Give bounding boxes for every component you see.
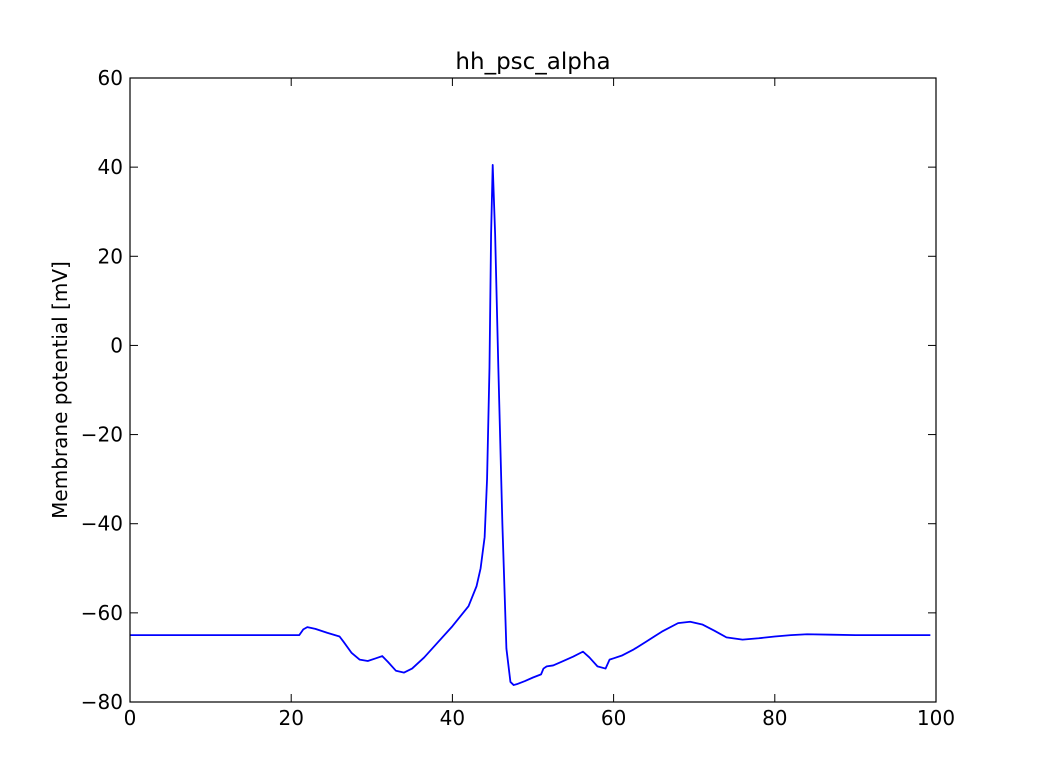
- x-tick-label: 40: [440, 706, 465, 730]
- y-tick-label: 0: [110, 333, 123, 357]
- x-tick-label: 0: [124, 706, 137, 730]
- ticks-layer: 0 20 40 60 80 100 −80 −60 −40 −20 0 20 40 60: [81, 66, 955, 730]
- y-tick-label: 20: [98, 244, 123, 268]
- y-axis-label: Membrane potential [mV]: [48, 261, 72, 519]
- y-tick-label: −40: [81, 512, 123, 536]
- plot-frame: [129, 77, 937, 703]
- series-layer: [130, 164, 931, 686]
- x-tick-label: 80: [762, 706, 787, 730]
- y-tick-label: −60: [81, 601, 123, 625]
- y-tick-label: 40: [98, 155, 123, 179]
- x-tick-label: 20: [278, 706, 303, 730]
- x-tick-label: 60: [601, 706, 626, 730]
- membrane-potential-line: [130, 164, 931, 686]
- y-tick-label: 60: [98, 66, 123, 90]
- y-tick-label: −20: [81, 423, 123, 447]
- x-tick-label: 100: [917, 706, 955, 730]
- chart-title: hh_psc_alpha: [455, 49, 610, 75]
- y-tick-label: −80: [81, 690, 123, 714]
